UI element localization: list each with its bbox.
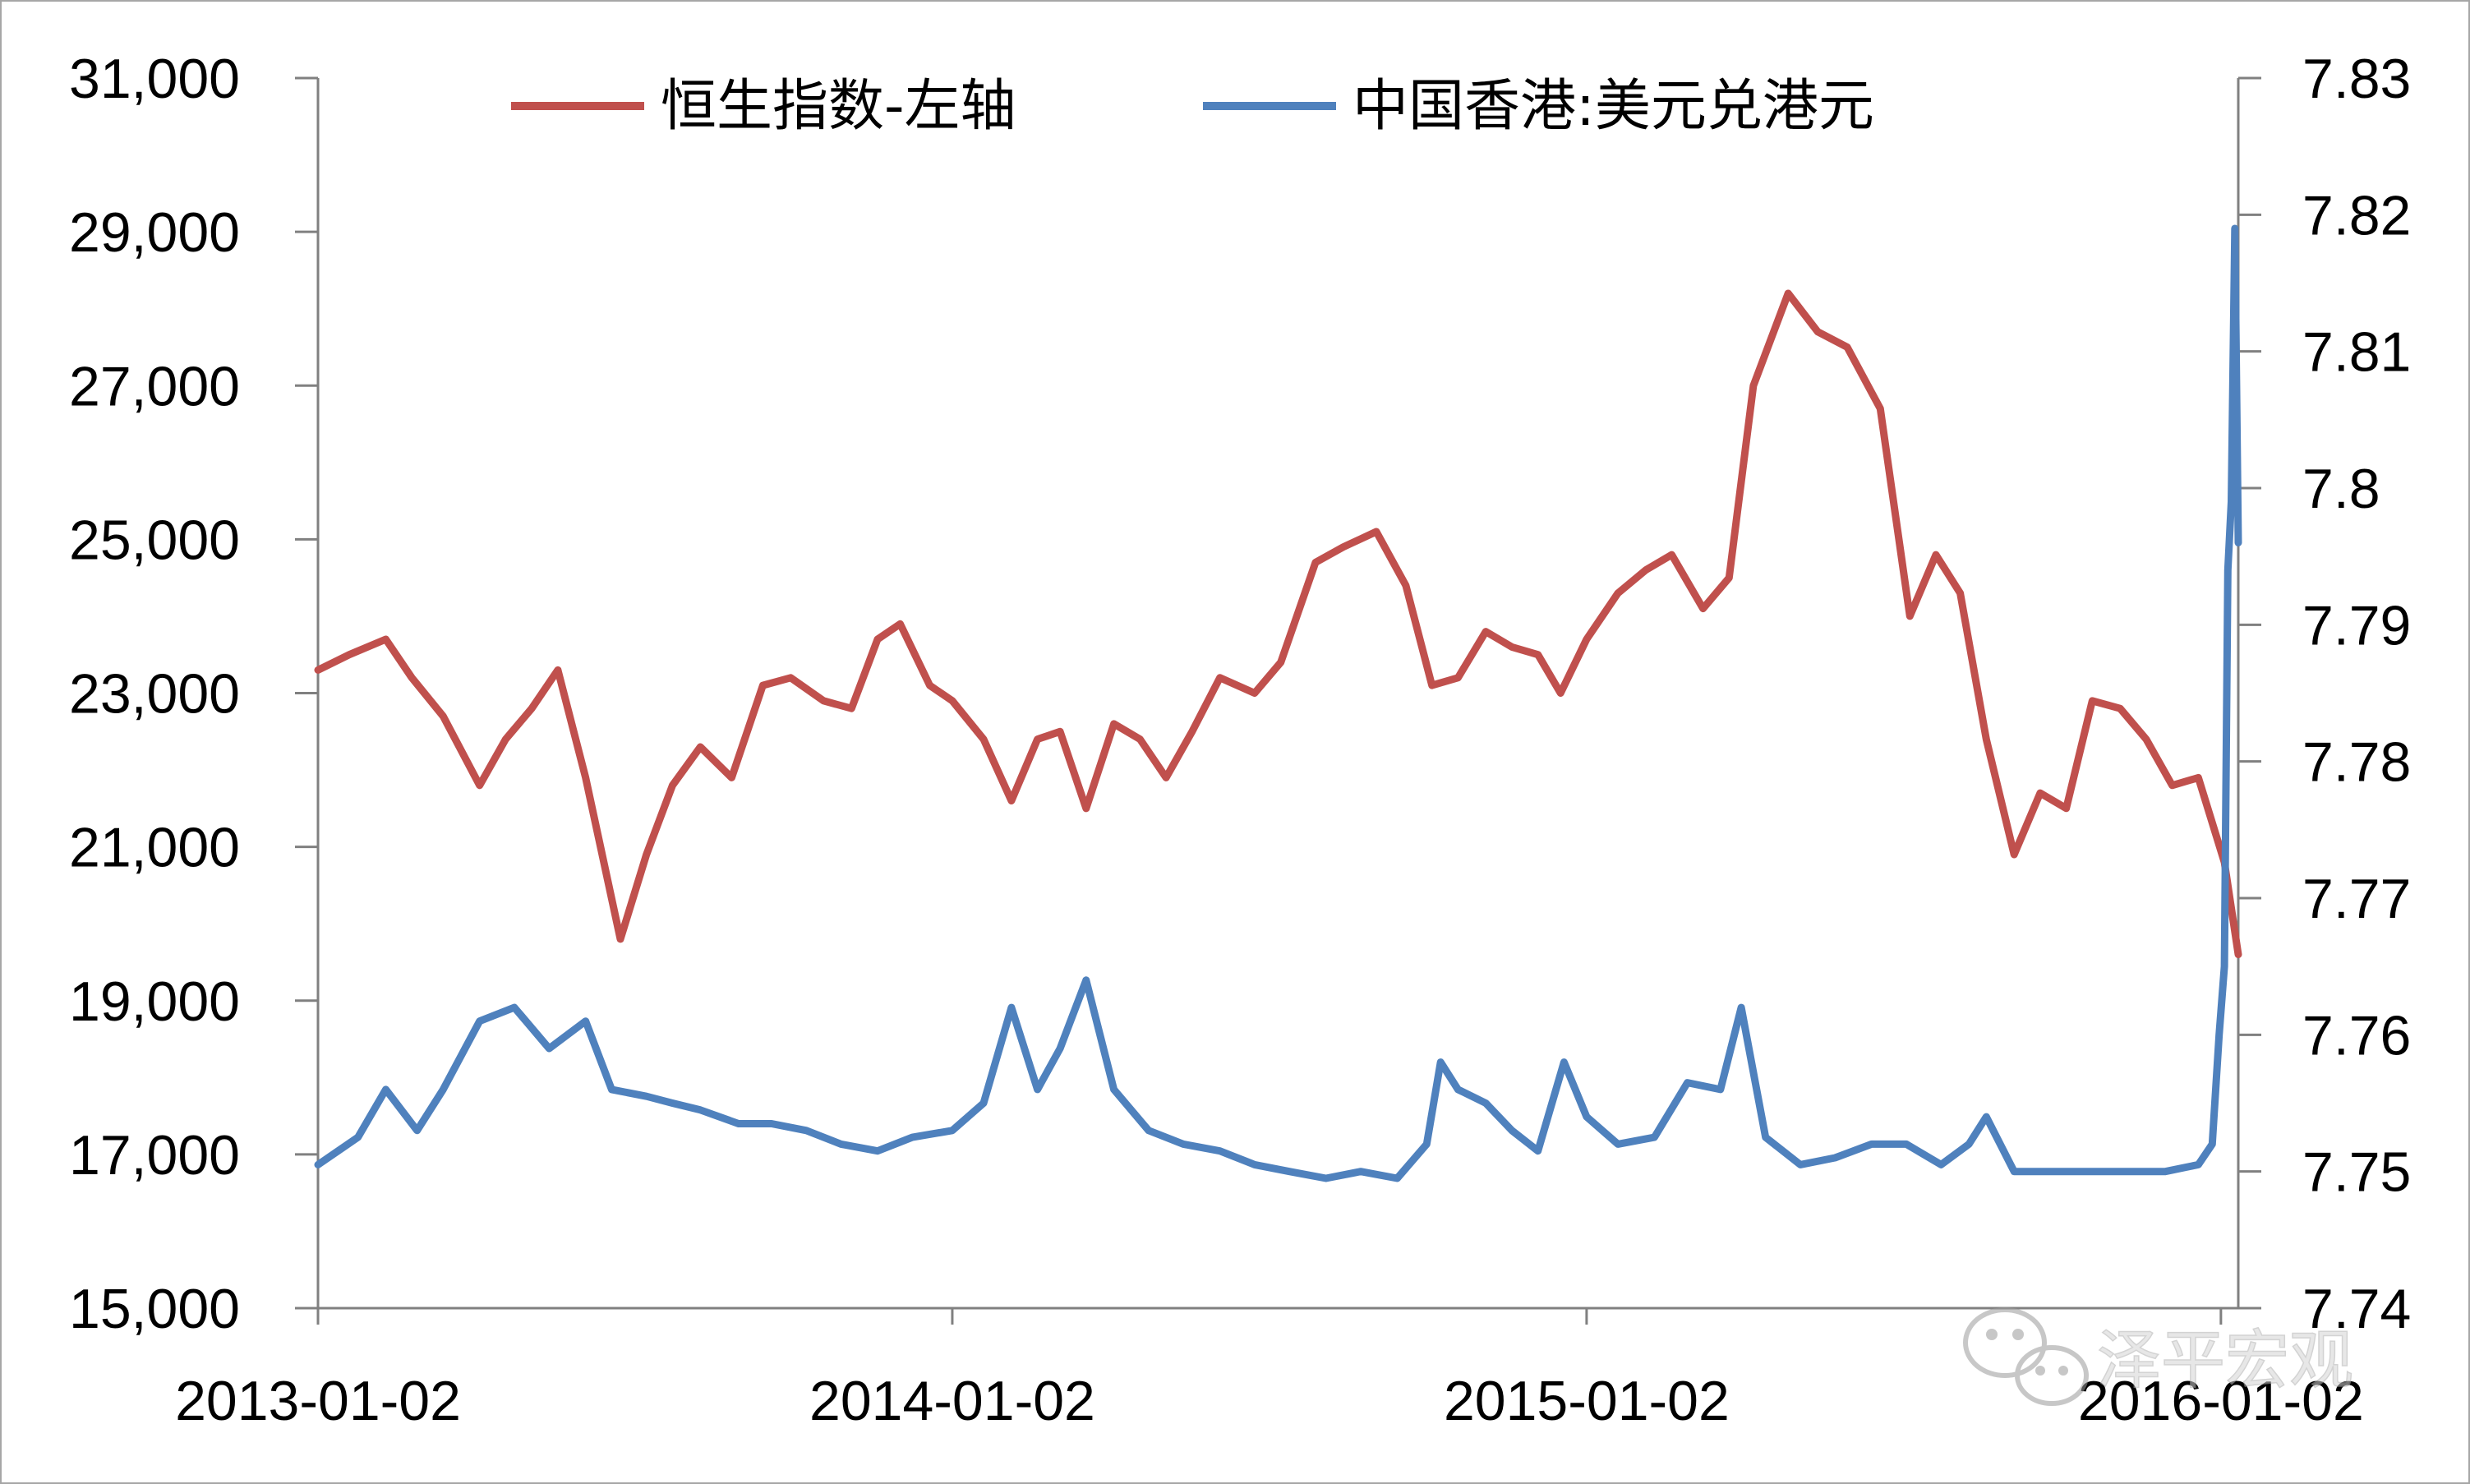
watermark: 泽平宏观	[1963, 1307, 2354, 1406]
left-y-ticks: 15,000 17,000 19,000 21,000 23,000 25,000 27,0…	[69, 48, 318, 1340]
right-tick-label: 7.75	[2302, 1141, 2411, 1204]
series-line-usdhkd	[314, 224, 2242, 1182]
right-tick-label: 7.82	[2302, 184, 2411, 247]
series-layer	[314, 224, 2242, 1182]
left-tick-label: 29,000	[69, 201, 240, 264]
x-tick-label: 2015-01-02	[1444, 1370, 1730, 1432]
right-tick-label: 7.77	[2302, 868, 2411, 930]
right-tick-label: 7.83	[2302, 48, 2411, 110]
left-tick-label: 17,000	[69, 1124, 240, 1187]
x-ticks: 2013-01-02 2014-01-02 2015-01-02 2016-01-02	[175, 1308, 2364, 1432]
x-tick-label: 2013-01-02	[175, 1370, 461, 1432]
right-tick-label: 7.8	[2302, 458, 2380, 520]
right-tick-label: 7.81	[2302, 321, 2411, 384]
x-tick-label: 2016-01-02	[2078, 1370, 2364, 1432]
left-tick-label: 31,000	[69, 48, 240, 110]
left-tick-label: 15,000	[69, 1278, 240, 1340]
legend-label-hsi: 恒生指数-左轴	[661, 74, 1016, 139]
left-tick-label: 23,000	[69, 663, 240, 726]
series-line-hsi	[314, 289, 2242, 959]
right-tick-label: 7.78	[2302, 731, 2411, 794]
wechat-logo-icon	[1963, 1307, 2089, 1406]
legend-label-usdhkd: 中国香港:美元兑港元	[1353, 74, 1874, 139]
right-y-ticks: 7.74 7.75 7.76 7.77 7.78 7.79 7.8 7.81 7.82 7.83	[2238, 48, 2411, 1340]
axes	[316, 78, 2240, 1310]
right-tick-label: 7.76	[2302, 1004, 2411, 1067]
left-tick-label: 25,000	[69, 509, 240, 571]
left-tick-label: 19,000	[69, 970, 240, 1033]
left-tick-label: 21,000	[69, 817, 240, 879]
watermark-text: 泽平宏观	[2097, 1324, 2353, 1398]
x-tick-label: 2014-01-02	[809, 1370, 1095, 1432]
legend: 恒生指数-左轴 中国香港:美元兑港元	[511, 74, 1874, 139]
left-tick-label: 27,000	[69, 355, 240, 417]
right-tick-label: 7.74	[2302, 1278, 2411, 1340]
right-tick-label: 7.79	[2302, 594, 2411, 657]
